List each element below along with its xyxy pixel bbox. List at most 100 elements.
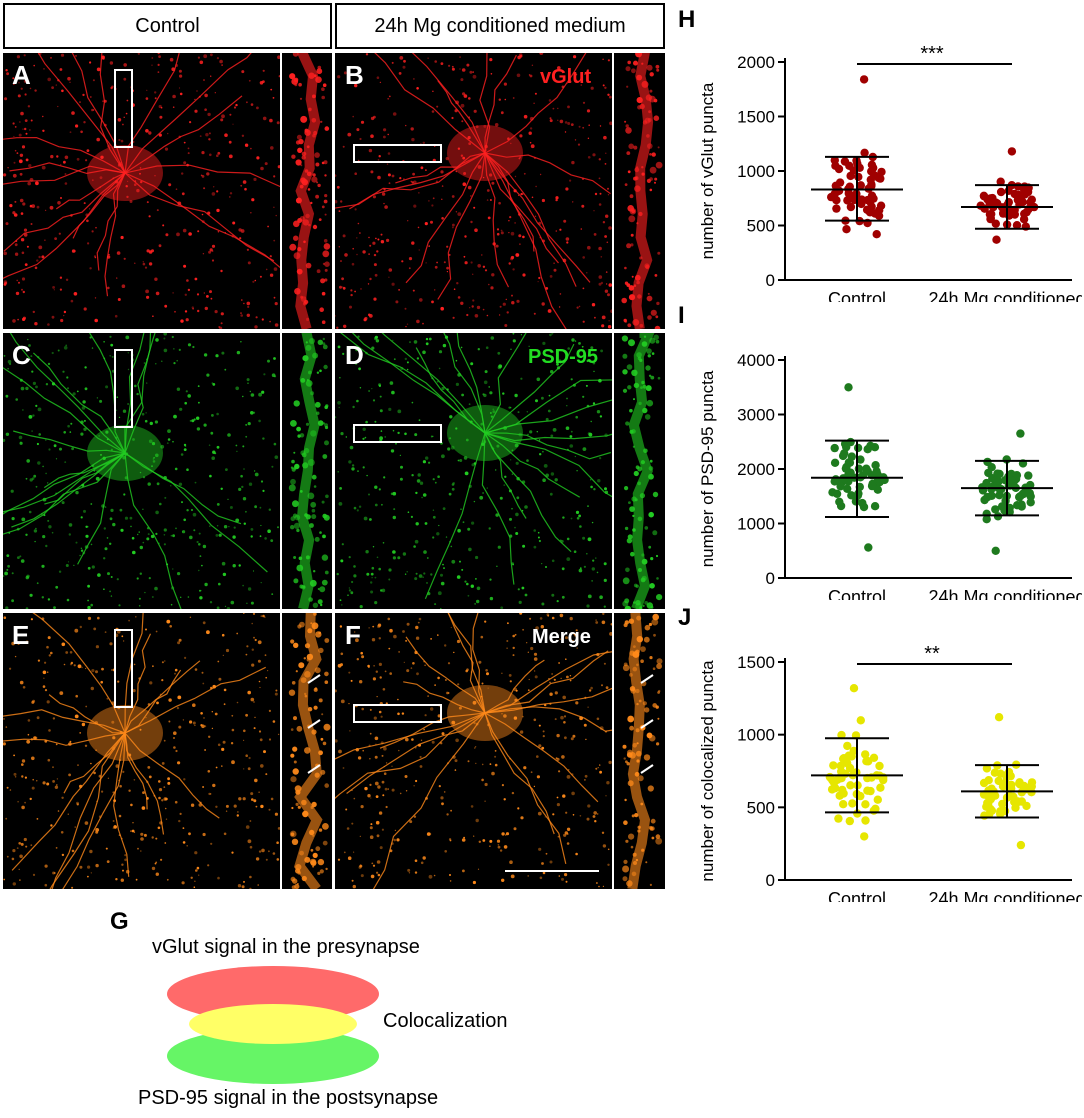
diagram-label-postsynapse: PSD-95 signal in the postsynapse: [138, 1087, 439, 1109]
chart-I-ytick-label: 4000: [737, 351, 775, 370]
chart-J-point: [845, 816, 854, 826]
chart-H-significance: ***: [920, 43, 944, 65]
chart-J-point: [876, 783, 885, 792]
chart-J-point: [875, 761, 884, 771]
chart-H-ytick-label: 2000: [737, 53, 775, 72]
chart-J-point: [829, 761, 838, 770]
chart-I-point: [872, 467, 881, 476]
chart-H-ytick-label: 1000: [737, 162, 775, 181]
chart-H-point: [1020, 190, 1030, 199]
chart-H-point: [834, 164, 844, 174]
chart-I-point: [853, 443, 863, 453]
chart-I-point: [982, 509, 991, 518]
micrograph-vglut-control-inset: [282, 53, 332, 329]
chart-J-point: [861, 816, 870, 825]
chart-J-ytick-label: 500: [747, 798, 775, 817]
chart-j: 0 500 1000 1500 number of colocalized puncta…: [668, 640, 1084, 933]
chart-H-point: [1012, 221, 1022, 230]
chart-i: 0 1000 2000 3000 4000 number of PSD-95 puncta…: [668, 338, 1084, 631]
chart-I-point: [1026, 498, 1035, 507]
panel-letter-b: B: [345, 60, 364, 90]
chart-J-point: [869, 753, 879, 762]
chart-J-point: [856, 791, 865, 801]
chart-H-point: [857, 195, 866, 204]
chart-j-svg: 0 500 1000 1500 number of colocalized puncta…: [698, 643, 1084, 933]
chart-J-point: [979, 790, 989, 799]
chart-H-point: [859, 75, 869, 84]
column-header-control: Control: [3, 3, 332, 49]
micrograph-psd95-mg-main: [335, 333, 612, 609]
channel-label-psd95: PSD-95: [528, 346, 599, 368]
chart-J-point: [979, 778, 989, 788]
synapse-diagram: [167, 966, 379, 1084]
postsynapse-ellipse: [167, 1028, 379, 1084]
chart-J-point: [1019, 781, 1029, 791]
panel-letter-d: D: [345, 340, 364, 370]
chart-H-point: [832, 204, 841, 213]
chart-J-ytick-label: 0: [766, 871, 775, 890]
chart-H-point: [996, 187, 1006, 197]
chart-J-point: [843, 741, 852, 751]
chart-H-ytick-label: 500: [747, 217, 775, 236]
chart-I-point: [830, 443, 839, 453]
channel-label-merge: Merge: [532, 626, 591, 648]
chart-J-point: [837, 730, 846, 740]
chart-J-ytick-label: 1500: [737, 653, 775, 672]
chart-J-point: [996, 769, 1005, 778]
chart-J-point: [869, 806, 878, 815]
chart-J-point: [849, 746, 858, 756]
chart-H-point: [835, 178, 845, 187]
panel-letter-e: E: [12, 620, 30, 650]
chart-J-point: [998, 799, 1007, 809]
chart-J-point: [839, 754, 849, 763]
chart-J-point: [1009, 792, 1018, 801]
chart-H-point: [876, 174, 885, 183]
chart-J-point: [829, 777, 838, 787]
chart-H-point: [846, 202, 856, 212]
chart-J-point: [1026, 781, 1036, 791]
chart-H-point: [865, 208, 875, 217]
chart-J-point: [987, 806, 997, 815]
chart-h: 0 500 1000 1500 2000 number of vGlut puncta Co…: [668, 40, 1084, 333]
chart-I-point: [836, 482, 845, 491]
chart-H-point: [872, 230, 881, 239]
chart-I-point: [991, 505, 1000, 514]
chart-J-point: [834, 814, 843, 823]
chart-H-point: [829, 192, 838, 202]
chart-H-point: [992, 235, 1001, 244]
chart-J-point: [861, 800, 870, 809]
micrograph-psd95-control-inset: [282, 333, 332, 609]
chart-J-point: [1017, 797, 1026, 806]
chart-I-point: [862, 464, 871, 473]
micrograph-psd95-mg-inset: [614, 333, 665, 609]
chart-I-point: [983, 492, 992, 502]
chart-I-ytick-label: 1000: [737, 515, 775, 534]
chart-J-point: [849, 684, 859, 693]
chart-H-point: [976, 201, 985, 210]
chart-H-point: [869, 194, 878, 203]
chart-i-svg: 0 1000 2000 3000 4000 number of PSD-95 puncta…: [698, 351, 1084, 631]
micrograph-merge-control-inset: [282, 613, 332, 889]
chart-I-point: [1026, 492, 1035, 501]
chart-H-point: [986, 194, 995, 203]
chart-J-point: [836, 761, 845, 771]
chart-J-point: [999, 782, 1008, 791]
column-header-control-label: Control: [135, 14, 200, 37]
chart-I-point: [846, 468, 855, 477]
chart-I-category-label: Control: [828, 587, 886, 600]
chart-I-point: [864, 543, 873, 552]
chart-H-point: [860, 148, 869, 157]
chart-I-point: [828, 488, 837, 497]
colocalization-ellipse: [189, 1004, 357, 1044]
chart-I-point: [846, 437, 855, 447]
chart-I-point: [1013, 501, 1022, 510]
micrograph-psd95-control-main: [3, 333, 280, 609]
chart-H-point: [1020, 209, 1029, 218]
chart-J-ylabel: number of colocalized puncta: [698, 660, 717, 882]
chart-I-point: [871, 461, 880, 470]
column-header-mg: 24h Mg conditioned medium: [335, 3, 665, 49]
chart-I-point: [993, 469, 1002, 478]
presynapse-ellipse: [167, 966, 379, 1022]
micrograph-merge-mg-main: [335, 613, 612, 889]
